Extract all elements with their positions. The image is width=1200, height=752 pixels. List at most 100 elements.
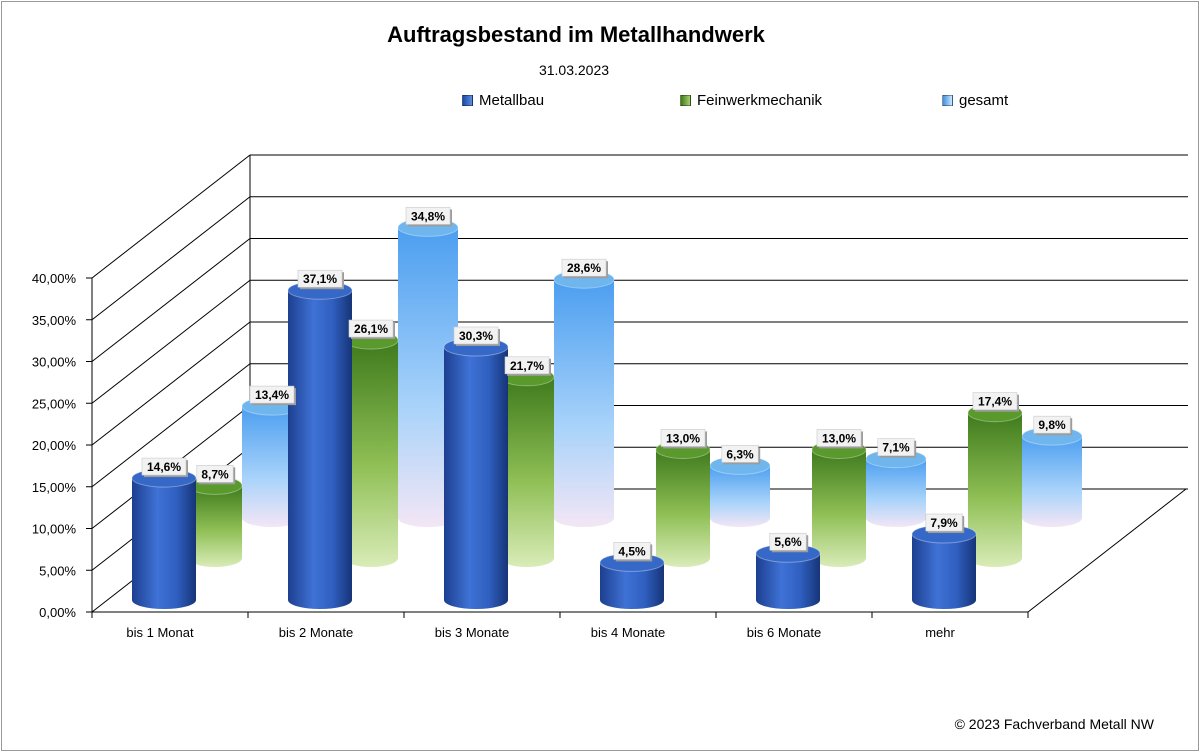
bar-gesamt-4 <box>865 449 927 527</box>
legend-swatch-feinwerkmechanik <box>680 95 691 106</box>
y-tick-label: 30,00% <box>32 355 77 370</box>
legend-label-feinwerkmechanik: Feinwerkmechanik <box>697 92 823 109</box>
x-tick-label: bis 3 Monate <box>435 625 509 640</box>
side-gridline <box>91 196 251 321</box>
x-tick-label: bis 4 Monate <box>591 625 665 640</box>
data-label-box <box>972 392 1018 411</box>
legend-label-gesamt: gesamt <box>959 92 1009 109</box>
data-label: 9,8% <box>1033 415 1073 436</box>
y-tick-label: 20,00% <box>32 438 77 453</box>
bar-body <box>288 290 352 609</box>
bar-feinwerkmechanik-3 <box>655 439 711 567</box>
legend-item-feinwerkmechanik: Feinwerkmechanik <box>680 92 822 109</box>
copyright-text: © 2023 Fachverband Metall NW <box>954 716 1154 732</box>
data-label: 13,4% <box>249 385 296 406</box>
data-label-text: 8,7% <box>201 467 229 481</box>
y-tick-label: 25,00% <box>32 396 77 411</box>
bar-body <box>756 553 820 609</box>
bar-body <box>500 376 554 567</box>
data-label-text: 34,8% <box>411 209 445 223</box>
bar-metallbau-0 <box>131 468 197 609</box>
data-label: 4,5% <box>613 542 653 562</box>
y-tick-label: 10,00% <box>32 522 77 537</box>
data-label-text: 30,3% <box>459 329 493 343</box>
side-gridline <box>91 154 251 279</box>
bar-feinwerkmechanik-5 <box>967 403 1023 567</box>
side-gridline <box>91 363 251 488</box>
data-label: 7,9% <box>925 513 965 534</box>
data-label: 6,3% <box>721 445 761 465</box>
data-label-box <box>405 207 451 225</box>
data-label: 21,7% <box>504 356 551 376</box>
data-label-box <box>660 429 706 447</box>
legend-item-metallbau: Metallbau <box>462 92 544 109</box>
data-label: 5,6% <box>769 532 809 553</box>
x-tick-label: bis 1 Monat <box>126 625 194 640</box>
y-tick-label: 40,00% <box>32 271 77 286</box>
data-label-box <box>816 429 862 447</box>
data-label-box <box>561 258 607 277</box>
data-label: 13,0% <box>816 429 863 449</box>
data-label-box <box>196 465 234 483</box>
x-tick-label: bis 2 Monate <box>279 625 353 640</box>
bar-metallbau-1 <box>287 280 353 609</box>
bar-gesamt-2 <box>553 269 615 527</box>
bar-metallbau-2 <box>443 337 509 609</box>
data-label: 14,6% <box>141 457 188 478</box>
bar-feinwerkmechanik-0 <box>187 475 243 567</box>
bar-feinwerkmechanik-4 <box>811 439 867 567</box>
data-label: 7,1% <box>877 438 917 458</box>
data-label: 17,4% <box>972 392 1019 412</box>
data-label-text: 14,6% <box>147 460 181 474</box>
data-label-box <box>721 445 759 463</box>
data-label-text: 13,4% <box>255 388 289 402</box>
data-label: 8,7% <box>196 465 236 485</box>
data-label-text: 37,1% <box>303 272 337 286</box>
data-label-text: 17,4% <box>978 395 1012 409</box>
data-label: 37,1% <box>297 269 344 290</box>
data-label-text: 28,6% <box>567 261 601 275</box>
data-label-box <box>613 542 651 560</box>
legend-label-metallbau: Metallbau <box>479 92 545 109</box>
floor-edge <box>1027 488 1187 613</box>
y-tick-label: 15,00% <box>32 480 77 495</box>
y-tick-label: 5,00% <box>39 563 76 578</box>
bar-body <box>912 534 976 609</box>
data-label-text: 9,8% <box>1038 418 1066 432</box>
data-label-box <box>249 385 295 404</box>
bar-body <box>1022 436 1082 527</box>
data-label-box <box>348 319 394 338</box>
bar-body <box>866 458 926 527</box>
bar-body <box>812 449 866 567</box>
data-label-box <box>504 356 550 375</box>
data-label: 28,6% <box>561 258 608 279</box>
bar-body <box>968 412 1022 567</box>
data-label-box <box>141 457 187 476</box>
bar-metallbau-5 <box>911 524 977 609</box>
data-label-text: 4,5% <box>618 544 646 558</box>
data-label-text: 7,9% <box>930 516 958 530</box>
data-label-box <box>925 513 963 532</box>
y-tick-label: 0,00% <box>39 605 76 620</box>
bar-body <box>242 406 302 527</box>
y-tick-label: 35,00% <box>32 313 77 328</box>
bars-layer <box>131 217 1083 609</box>
data-label-text: 21,7% <box>510 359 544 373</box>
data-label-text: 5,6% <box>774 535 802 549</box>
side-gridline <box>91 321 251 446</box>
bar-body <box>656 449 710 567</box>
bar-metallbau-4 <box>755 543 821 609</box>
chart-title: Auftragsbestand im Metallhandwerk <box>387 22 765 47</box>
bar-body <box>188 485 242 567</box>
bar-body <box>444 346 508 609</box>
legend-item-gesamt: gesamt <box>942 92 1008 109</box>
bar-feinwerkmechanik-1 <box>343 330 399 567</box>
legend-swatch-gesamt <box>942 95 953 106</box>
bar-body <box>398 227 458 528</box>
data-label-box <box>1033 415 1071 434</box>
labels-layer: 13,4% 34,8% 28,6% 6,3% 7,1% 9,8% 8,7% 26,1% 21,7… <box>141 207 1073 562</box>
data-label-text: 26,1% <box>354 322 388 336</box>
data-label-text: 7,1% <box>882 441 910 455</box>
bar-body <box>600 562 664 609</box>
